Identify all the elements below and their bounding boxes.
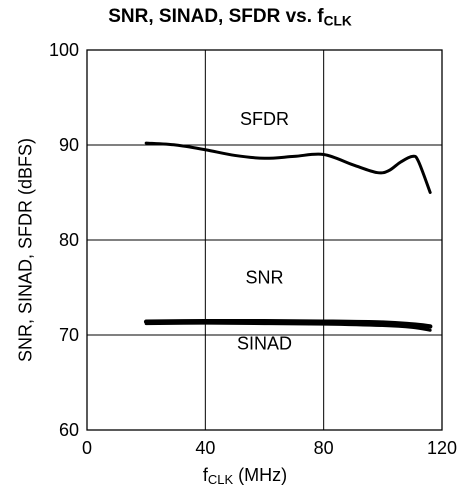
x-tick-label-1: 40	[195, 438, 215, 458]
series-line-snr	[143, 318, 433, 329]
grid	[87, 50, 442, 430]
y-tick-label-3: 90	[59, 135, 79, 155]
series-lines	[143, 141, 433, 332]
plot-area-frame	[86, 49, 443, 431]
series-annotations: SFDR SNR SINAD	[237, 109, 292, 353]
y-tick-label-4: 100	[49, 40, 79, 60]
annotation-sfdr: SFDR	[240, 109, 289, 129]
series-line-sfdr	[144, 141, 432, 194]
annotation-snr: SNR	[245, 268, 283, 288]
y-tick-label-1: 70	[59, 325, 79, 345]
y-tick-label-0: 60	[59, 420, 79, 440]
x-tick-label-2: 80	[314, 438, 334, 458]
tick-labels: 0 40 80 120 60 70 80 90 100	[49, 40, 457, 458]
x-tick-label-3: 120	[427, 438, 457, 458]
series-line-sinad	[144, 321, 432, 332]
x-axis-label: fCLK (MHz)	[202, 465, 288, 488]
annotation-sinad: SINAD	[237, 333, 292, 353]
x-tick-label-0: 0	[82, 438, 92, 458]
chart-title: SNR, SINAD, SFDR vs. fCLK	[108, 6, 352, 29]
y-tick-label-2: 80	[59, 230, 79, 250]
y-axis-label: SNR, SINAD, SFDR (dBFS)	[15, 137, 36, 363]
